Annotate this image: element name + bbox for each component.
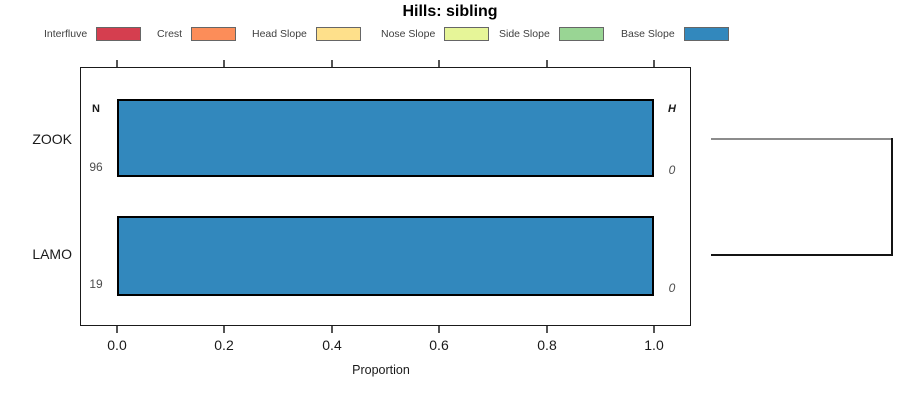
x-tick-top (331, 60, 333, 67)
legend-item-head-slope: Head Slope (252, 26, 361, 41)
x-tick-top (223, 60, 225, 67)
legend-label: Interfluve (44, 27, 88, 40)
legend-item-base-slope: Base Slope (621, 26, 729, 41)
legend-item-crest: Crest (157, 26, 237, 41)
x-tick-bottom (546, 326, 548, 333)
category-label-zook: ZOOK (32, 131, 72, 147)
x-tick-bottom (438, 326, 440, 333)
h-value-zook: 0 (668, 163, 676, 177)
dendrogram-join (891, 138, 893, 256)
x-tick-top (653, 60, 655, 67)
bar-zook (117, 99, 654, 177)
legend-label: Base Slope (621, 27, 675, 40)
legend-swatch-base-slope (683, 26, 729, 41)
legend-label: Side Slope (499, 27, 550, 40)
x-tick-label: 0.8 (537, 337, 557, 353)
x-axis-title: Proportion (352, 363, 410, 377)
x-tick-top (546, 60, 548, 67)
dendrogram-branch-zook (711, 138, 893, 140)
legend-item-nose-slope: Nose Slope (381, 26, 490, 41)
n-column-header: N (92, 103, 100, 115)
x-tick-bottom (653, 326, 655, 333)
x-tick-top (116, 60, 118, 67)
n-value-lamo: 19 (89, 277, 103, 291)
legend-swatch-crest (191, 26, 237, 41)
x-tick-top (438, 60, 440, 67)
legend-swatch-head-slope (315, 26, 361, 41)
dendrogram-branch-lamo (711, 254, 893, 256)
bar-lamo (117, 216, 654, 296)
legend-label: Nose Slope (381, 27, 436, 40)
legend-swatch-interfluve (96, 26, 142, 41)
legend-item-side-slope: Side Slope (499, 26, 604, 41)
legend-swatch-side-slope (558, 26, 604, 41)
x-tick-label: 0.6 (429, 337, 449, 353)
category-label-lamo: LAMO (32, 246, 72, 262)
legend-label: Crest (157, 27, 183, 40)
bar-segment-base-slope (117, 99, 654, 177)
legend-label: Head Slope (252, 27, 307, 40)
legend-item-interfluve: Interfluve (44, 26, 142, 41)
chart-title: Hills: sibling (402, 3, 498, 20)
bar-segment-base-slope (117, 216, 654, 296)
legend-swatch-nose-slope (444, 26, 490, 41)
n-value-zook: 96 (89, 160, 103, 174)
x-tick-label: 0.4 (322, 337, 342, 353)
h-value-lamo: 0 (668, 281, 676, 295)
x-tick-label: 0.2 (214, 337, 234, 353)
h-column-header: H (668, 103, 676, 115)
x-tick-label: 1.0 (644, 337, 664, 353)
x-tick-label: 0.0 (107, 337, 127, 353)
x-tick-bottom (223, 326, 225, 333)
x-tick-bottom (116, 326, 118, 333)
x-tick-bottom (331, 326, 333, 333)
